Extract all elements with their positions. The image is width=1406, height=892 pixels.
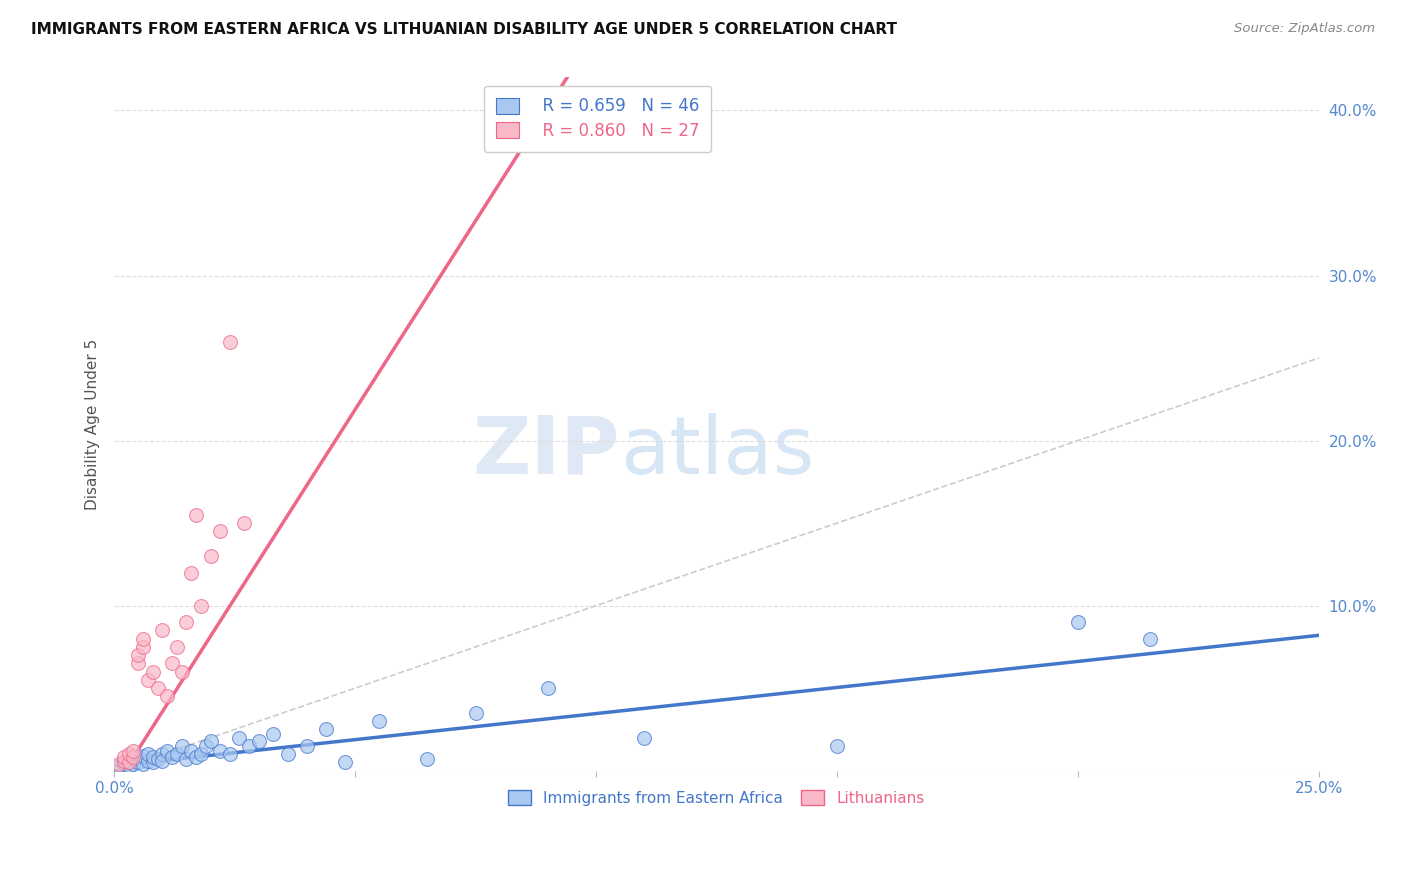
Point [633, 731, 655, 745]
Point [160, 657, 183, 671]
Text: ZIP: ZIP [472, 413, 620, 491]
Point [184, 750, 207, 764]
Text: IMMIGRANTS FROM EASTERN AFRICA VS LITHUANIAN DISABILITY AGE UNDER 5 CORRELATION : IMMIGRANTS FROM EASTERN AFRICA VS LITHUA… [31, 22, 897, 37]
Point [464, 706, 486, 720]
Point [190, 599, 212, 613]
Point [117, 758, 139, 772]
Point [825, 739, 848, 753]
Point [170, 665, 193, 679]
Point [176, 752, 198, 766]
Point [166, 640, 188, 654]
Point [228, 731, 250, 745]
Point [127, 756, 149, 770]
Point [335, 756, 357, 770]
Point [262, 727, 284, 741]
Point [150, 754, 173, 768]
Point [156, 690, 179, 704]
Point [122, 757, 145, 772]
Point [132, 748, 155, 763]
Point [112, 750, 135, 764]
Point [295, 739, 318, 753]
Point [368, 714, 391, 728]
Point [156, 744, 179, 758]
Point [170, 739, 193, 753]
Point [180, 566, 202, 580]
Point [180, 744, 202, 758]
Point [117, 747, 139, 761]
Point [142, 756, 165, 770]
Point [122, 752, 145, 766]
Point [218, 334, 240, 349]
Point [108, 757, 131, 772]
Point [112, 757, 135, 772]
Point [122, 744, 145, 758]
Point [142, 750, 165, 764]
Point [146, 681, 169, 695]
Point [132, 757, 155, 772]
Point [136, 754, 159, 768]
Point [136, 673, 159, 687]
Legend: Immigrants from Eastern Africa, Lithuanians: Immigrants from Eastern Africa, Lithuani… [499, 781, 934, 815]
Point [117, 754, 139, 768]
Point [209, 524, 232, 539]
Point [112, 754, 135, 768]
Point [127, 657, 149, 671]
Point [132, 632, 155, 646]
Text: Source: ZipAtlas.com: Source: ZipAtlas.com [1234, 22, 1375, 36]
Point [200, 734, 222, 748]
Point [315, 723, 337, 737]
Y-axis label: Disability Age Under 5: Disability Age Under 5 [86, 338, 100, 509]
Point [127, 750, 149, 764]
Point [238, 739, 260, 753]
Point [142, 665, 165, 679]
Point [117, 756, 139, 770]
Point [146, 752, 169, 766]
Point [166, 747, 188, 761]
Point [247, 734, 270, 748]
Point [200, 549, 222, 563]
Point [416, 752, 439, 766]
Point [1067, 615, 1090, 629]
Point [108, 758, 131, 772]
Point [176, 615, 198, 629]
Point [1139, 632, 1161, 646]
Point [132, 640, 155, 654]
Text: atlas: atlas [620, 413, 814, 491]
Point [194, 739, 217, 753]
Point [209, 744, 232, 758]
Point [537, 681, 560, 695]
Point [190, 747, 212, 761]
Point [150, 624, 173, 638]
Point [150, 747, 173, 761]
Point [136, 747, 159, 761]
Point [218, 747, 240, 761]
Point [160, 750, 183, 764]
Point [127, 648, 149, 662]
Point [277, 747, 299, 761]
Point [112, 756, 135, 770]
Point [184, 508, 207, 522]
Point [233, 516, 256, 530]
Point [122, 750, 145, 764]
